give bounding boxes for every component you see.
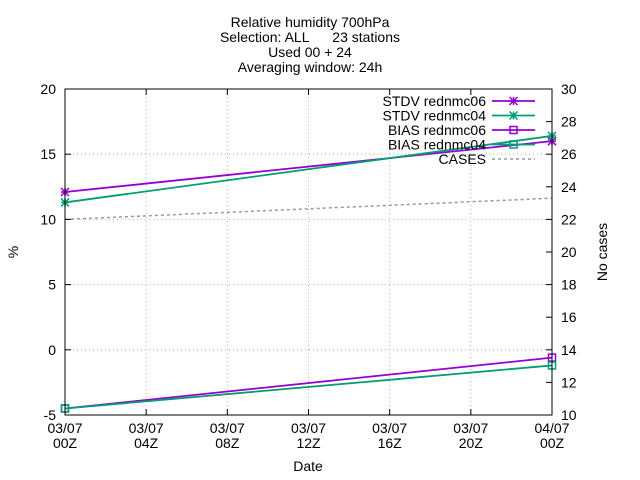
y-tick-label: 0: [48, 342, 56, 358]
x-tick-label: 20Z: [459, 435, 484, 451]
title-line-2: Selection: ALL 23 stations: [220, 29, 400, 45]
x-tick-label: 03/07: [372, 420, 407, 436]
x-tick-label: 04/07: [534, 420, 569, 436]
y2-tick-label: 16: [561, 309, 577, 325]
legend-label: CASES: [439, 151, 486, 167]
legend-label: BIAS rednmc04: [388, 137, 486, 153]
x-tick-label: 08Z: [215, 435, 240, 451]
legend-label: BIAS rednmc06: [388, 122, 486, 138]
y2-tick-label: 22: [561, 211, 577, 227]
y2-axis-label: No cases: [594, 223, 610, 281]
legend-marker: [509, 140, 518, 149]
x-tick-label: 03/07: [453, 420, 488, 436]
y2-tick-label: 26: [561, 146, 577, 162]
x-tick-label: 12Z: [296, 435, 321, 451]
x-tick-label: 03/07: [291, 420, 326, 436]
series-line-1: [64, 140, 553, 193]
series-line-3: [64, 356, 553, 410]
y2-tick-label: 14: [561, 342, 577, 358]
x-tick-label: 00Z: [540, 435, 565, 451]
series-line-4: [64, 364, 553, 410]
y-tick-label: 10: [40, 211, 56, 227]
y2-tick-label: 24: [561, 179, 577, 195]
x-axis-label: Date: [293, 458, 323, 474]
y2-tick-label: 12: [561, 374, 577, 390]
y-tick-label: 15: [40, 146, 56, 162]
y2-tick-label: 30: [561, 81, 577, 97]
x-tick-label: 03/07: [210, 420, 245, 436]
y-tick-label: 20: [40, 81, 56, 97]
y2-tick-label: 10: [561, 407, 577, 423]
series-line-2: [64, 135, 553, 204]
x-tick-label: 03/07: [129, 420, 164, 436]
title-line-1: Relative humidity 700hPa: [231, 14, 390, 30]
y-axis-label: %: [5, 246, 21, 258]
legend-marker: [508, 96, 519, 106]
legend-marker: [509, 125, 518, 135]
y2-tick-label: 18: [561, 277, 577, 293]
axis-ticks: 03/0700Z03/0704Z03/0708Z03/0712Z03/0716Z…: [40, 81, 576, 451]
x-tick-label: 16Z: [378, 435, 403, 451]
legend-label: STDV rednmc06: [383, 93, 487, 109]
marker-stroke: [508, 96, 519, 106]
y2-tick-label: 20: [561, 244, 577, 260]
y-tick-label: -5: [44, 407, 57, 423]
y2-tick-label: 28: [561, 114, 577, 130]
marker-stroke: [508, 110, 519, 121]
y-tick-label: 5: [48, 277, 56, 293]
legend-marker: [508, 110, 519, 121]
title-line-4: Averaging window: 24h: [238, 59, 383, 75]
x-tick-label: 00Z: [53, 435, 78, 451]
legend-label: STDV rednmc04: [383, 108, 487, 124]
x-tick-label: 04Z: [134, 435, 159, 451]
x-tick-label: 03/07: [47, 420, 82, 436]
title-line-3: Used 00 + 24: [268, 44, 352, 60]
chart-title: Relative humidity 700hPa Selection: ALL …: [220, 14, 400, 75]
